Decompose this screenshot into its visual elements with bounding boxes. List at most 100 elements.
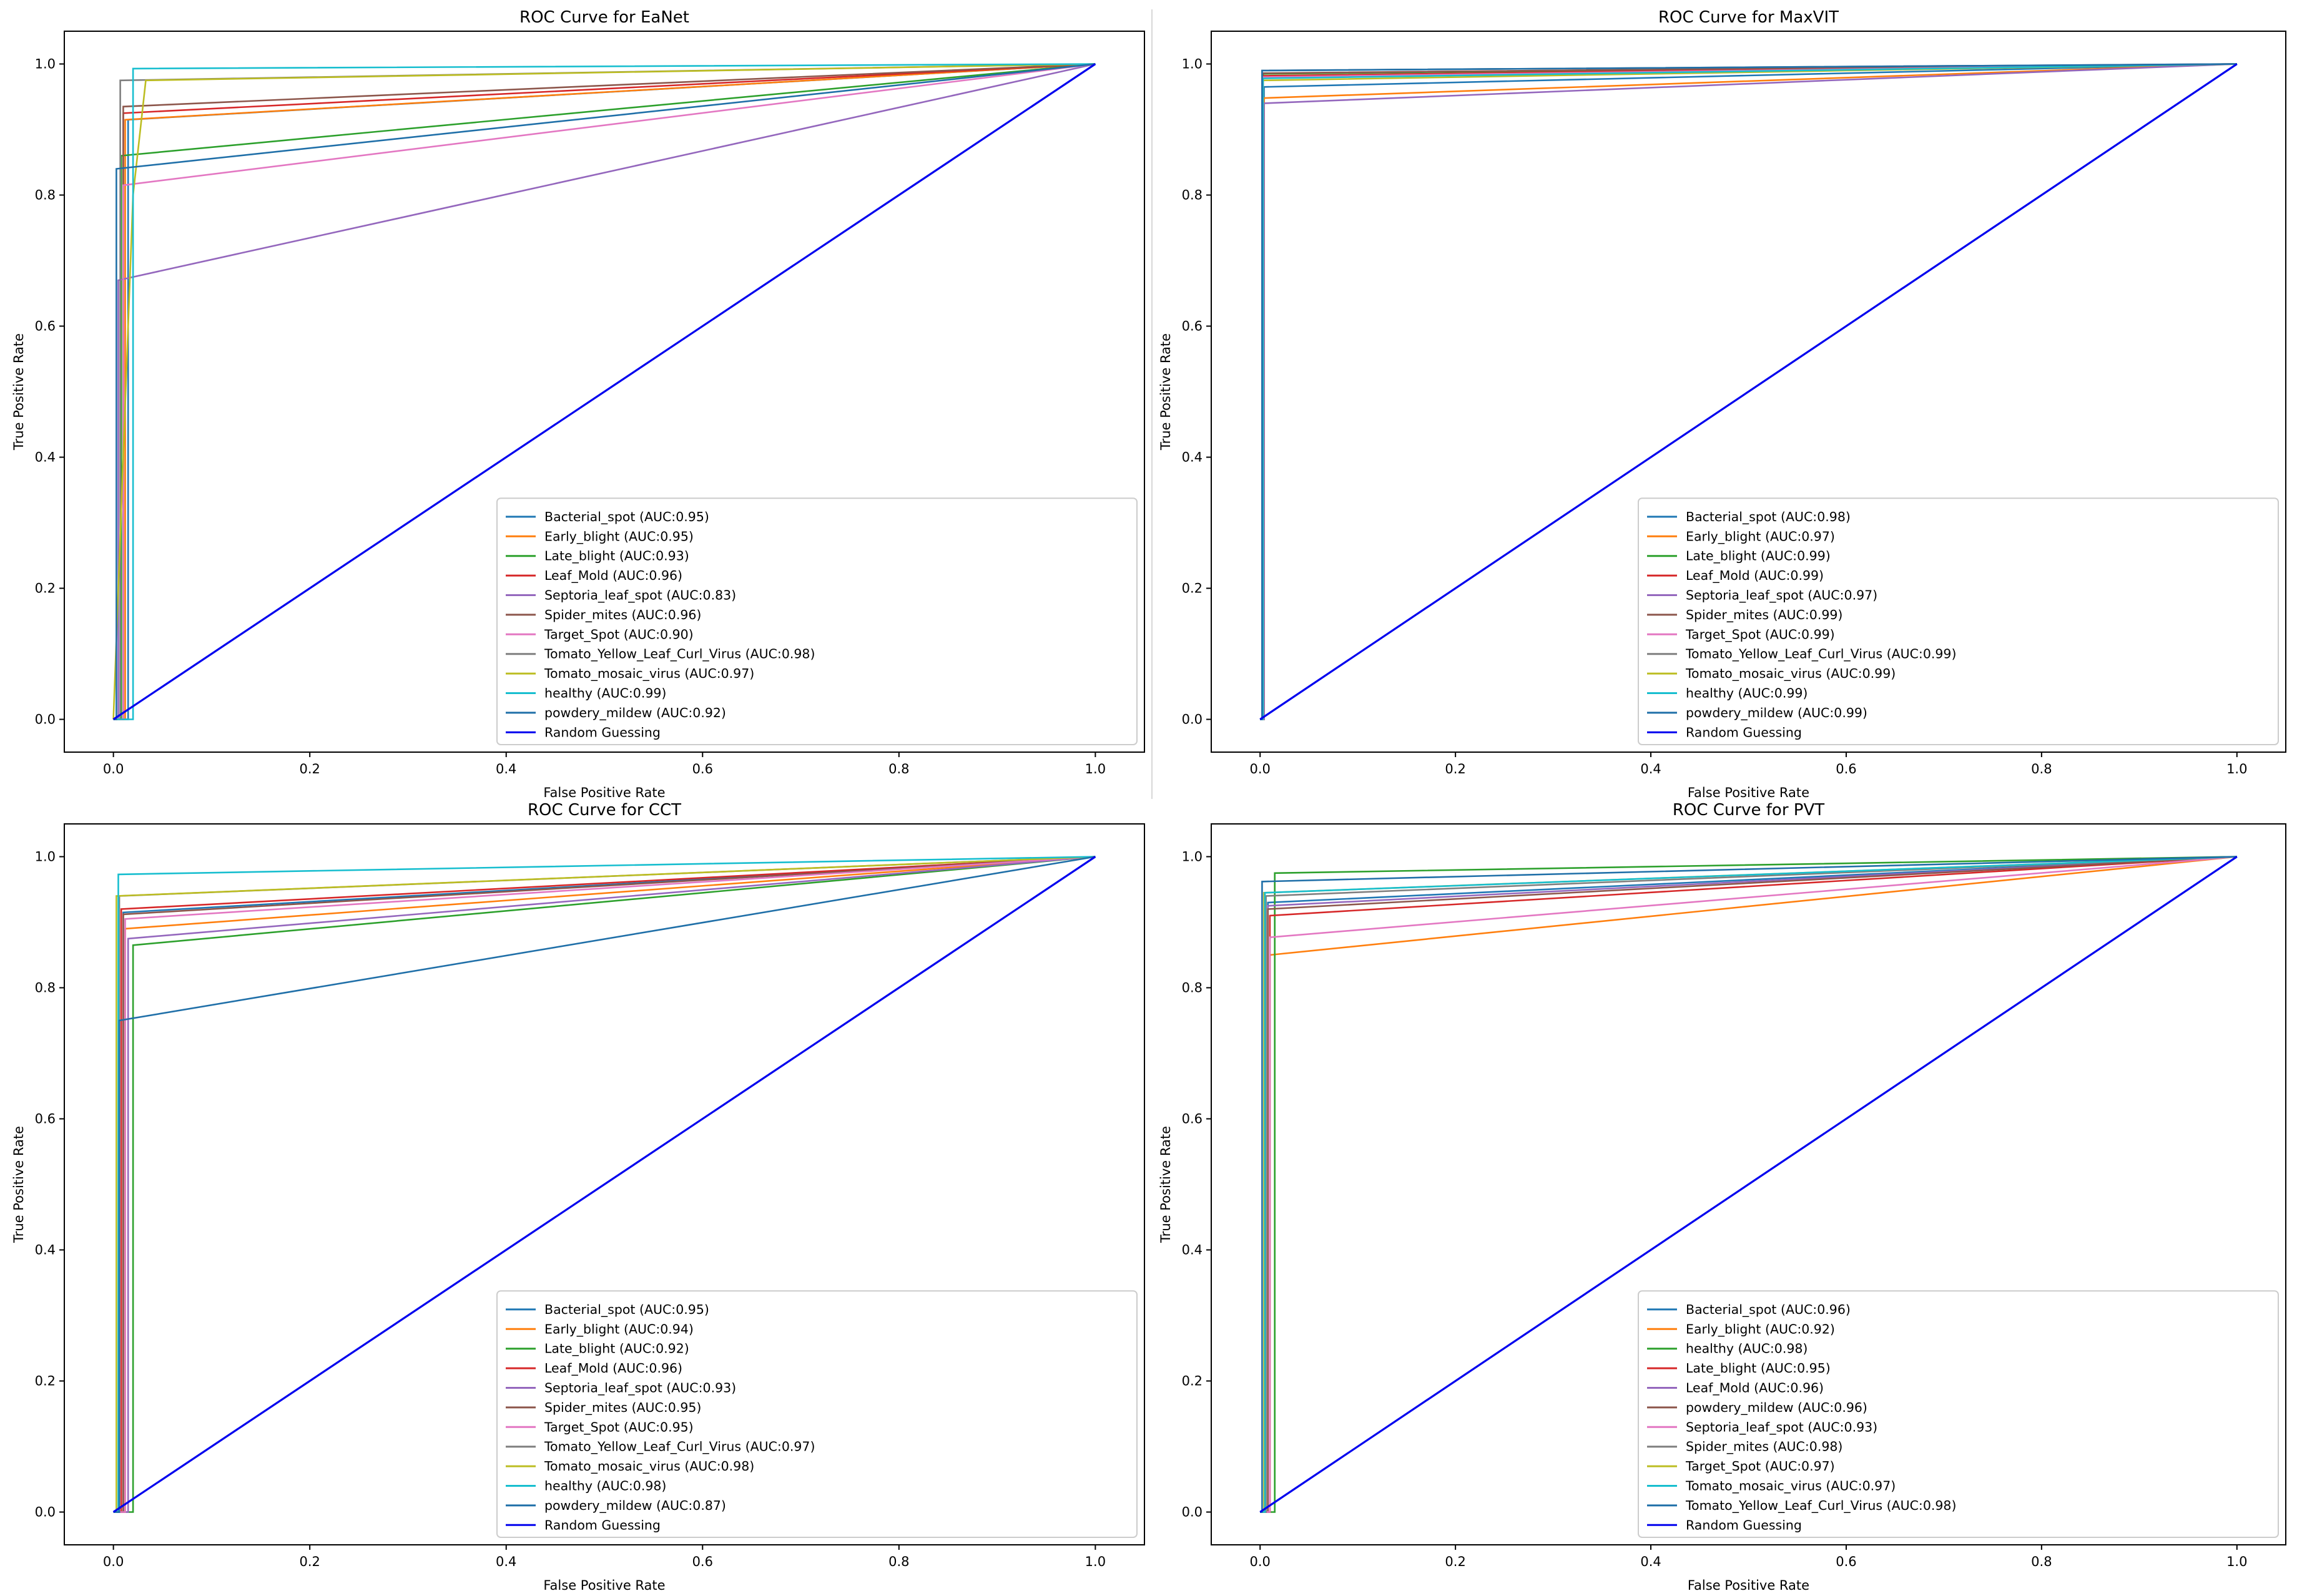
x-tick-label: 0.2	[1445, 761, 1465, 776]
x-tick-label: 0.6	[1836, 761, 1856, 776]
x-tick-label: 0.4	[496, 761, 516, 776]
legend-entry: powdery_mildew (AUC:0.87)	[544, 1498, 726, 1514]
y-tick-label: 0.8	[1182, 188, 1203, 203]
y-axis-label: True Positive Rate	[11, 1126, 26, 1243]
x-axis-label: False Positive Rate	[543, 1578, 665, 1593]
y-tick-label: 0.6	[35, 1112, 56, 1127]
y-tick-label: 0.2	[35, 581, 56, 596]
legend-box	[1638, 497, 2279, 745]
y-tick-label: 0.0	[1182, 712, 1203, 727]
legend-entry: healthy (AUC:0.98)	[1686, 1341, 1808, 1356]
legend-entry: Bacterial_spot (AUC:0.98)	[1686, 509, 1851, 525]
legend-entry: Early_blight (AUC:0.95)	[544, 529, 694, 544]
series-line-9	[113, 63, 1096, 720]
legend-entry: Early_blight (AUC:0.92)	[1686, 1321, 1835, 1337]
y-tick-label: 0.4	[35, 1243, 56, 1258]
legend-entry: Leaf_Mold (AUC:0.96)	[544, 1361, 682, 1376]
x-tick-label: 0.0	[103, 1554, 124, 1569]
chart-2: ROC Curve for CCT 0.0 0.2 0.4 0.6 0.8 1.0 0.0 0.…	[11, 801, 1145, 1593]
legend: Bacterial_spot (AUC:0.95) Early_blight (A…	[496, 497, 1138, 745]
legend-entry: Target_Spot (AUC:0.95)	[544, 1419, 694, 1435]
legend-entry: healthy (AUC:0.99)	[544, 686, 666, 701]
plot-frame	[64, 823, 1145, 1545]
y-axis-label: True Positive Rate	[1158, 1126, 1173, 1243]
x-tick-label: 1.0	[1085, 761, 1106, 776]
legend-entry: powdery_mildew (AUC:0.96)	[1686, 1400, 1867, 1416]
x-tick-label: 0.6	[692, 1554, 713, 1569]
chart-0: ROC Curve for EaNet 0.0 0.2 0.4 0.6 0.8 1.0 0.0…	[11, 8, 1145, 800]
series-line-11	[112, 856, 1096, 1513]
y-tick-label: 0.6	[1182, 1112, 1203, 1127]
legend-entry: Tomato_mosaic_virus (AUC:0.97)	[544, 666, 754, 682]
legend-entry: Random Guessing	[544, 1517, 661, 1532]
y-tick-label: 0.0	[35, 1505, 56, 1520]
legend: Bacterial_spot (AUC:0.95) Early_blight (A…	[496, 1290, 1138, 1538]
series-line-11	[1259, 63, 2238, 720]
x-tick-label: 0.0	[1250, 1554, 1271, 1569]
legend-entry: Tomato_Yellow_Leaf_Curl_Virus (AUC:0.99)	[1685, 647, 1956, 662]
x-tick-label: 0.4	[1640, 1554, 1661, 1569]
y-tick-label: 0.2	[1182, 581, 1203, 596]
legend-entry: Late_blight (AUC:0.99)	[1686, 549, 1831, 564]
legend-entry: Septoria_leaf_spot (AUC:0.93)	[1686, 1419, 1877, 1435]
y-tick-label: 0.4	[1182, 1243, 1203, 1258]
legend-entry: Spider_mites (AUC:0.99)	[1686, 607, 1842, 623]
legend-entry: Target_Spot (AUC:0.90)	[544, 627, 694, 642]
y-tick-label: 0.4	[35, 450, 56, 465]
legend-entry: powdery_mildew (AUC:0.99)	[1686, 705, 1867, 721]
x-axis-label: False Positive Rate	[1688, 785, 1809, 800]
chart-title: ROC Curve for PVT	[1673, 801, 1824, 820]
y-tick-label: 0.2	[35, 1374, 56, 1389]
series-line-8	[112, 63, 1096, 720]
x-tick-label: 0.2	[299, 1554, 320, 1569]
legend-entry: Spider_mites (AUC:0.95)	[544, 1400, 701, 1416]
legend-entry: healthy (AUC:0.98)	[544, 1479, 666, 1494]
legend: Bacterial_spot (AUC:0.98) Early_blight (A…	[1638, 497, 2279, 745]
x-tick-label: 0.8	[2031, 1554, 2052, 1569]
x-tick-label: 1.0	[1085, 1554, 1106, 1569]
x-axis-label: False Positive Rate	[543, 785, 665, 800]
x-tick-label: 0.2	[299, 761, 320, 776]
y-tick-label: 1.0	[1182, 849, 1203, 864]
legend-entry: Septoria_leaf_spot (AUC:0.93)	[544, 1381, 736, 1396]
legend-entry: Tomato_mosaic_virus (AUC:0.98)	[544, 1459, 754, 1474]
legend-entry: Spider_mites (AUC:0.96)	[544, 607, 701, 623]
y-tick-label: 0.0	[35, 712, 56, 727]
y-tick-label: 1.0	[1182, 57, 1203, 72]
series-line-10	[113, 856, 1096, 1513]
x-tick-label: 0.8	[2031, 761, 2052, 776]
legend-entry: healthy (AUC:0.99)	[1686, 686, 1808, 701]
legend-box	[496, 1290, 1138, 1538]
x-tick-label: 0.8	[888, 1554, 909, 1569]
chart-3: ROC Curve for PVT 0.0 0.2 0.4 0.6 0.8 1.0 0.0 0.…	[1158, 801, 2286, 1593]
x-tick-label: 0.8	[888, 761, 909, 776]
y-tick-label: 0.0	[1182, 1505, 1203, 1520]
plot-frame	[64, 31, 1145, 753]
chart-title: ROC Curve for CCT	[528, 801, 681, 820]
x-tick-label: 0.0	[103, 761, 124, 776]
x-tick-label: 1.0	[2226, 1554, 2247, 1569]
legend-entry: Leaf_Mold (AUC:0.96)	[544, 568, 682, 584]
legend-box	[496, 497, 1138, 745]
y-tick-label: 0.8	[35, 981, 56, 996]
series-line-11	[112, 63, 1096, 720]
legend-entry: Tomato_mosaic_virus (AUC:0.97)	[1685, 1479, 1896, 1494]
legend-entry: Septoria_leaf_spot (AUC:0.97)	[1686, 588, 1877, 604]
y-tick-label: 0.4	[1182, 450, 1203, 465]
y-tick-label: 1.0	[35, 57, 56, 72]
x-tick-label: 0.4	[1640, 761, 1661, 776]
legend-entry: Leaf_Mold (AUC:0.99)	[1686, 568, 1824, 584]
y-tick-label: 0.6	[1182, 319, 1203, 334]
x-axis-label: False Positive Rate	[1688, 1578, 1809, 1593]
legend-entry: Leaf_Mold (AUC:0.96)	[1686, 1381, 1824, 1396]
legend-entry: Septoria_leaf_spot (AUC:0.83)	[544, 588, 736, 604]
chart-1: ROC Curve for MaxVIT 0.0 0.2 0.4 0.6 0.8 1.0 0.…	[1158, 8, 2286, 800]
series-line-11	[1259, 856, 2238, 1513]
y-tick-label: 0.8	[1182, 981, 1203, 996]
x-tick-label: 0.2	[1445, 1554, 1465, 1569]
legend-entry: Late_blight (AUC:0.93)	[544, 549, 689, 564]
legend: Bacterial_spot (AUC:0.96) Early_blight (A…	[1638, 1290, 2279, 1538]
legend-entry: Tomato_mosaic_virus (AUC:0.99)	[1685, 666, 1896, 682]
legend-entry: Early_blight (AUC:0.94)	[544, 1321, 694, 1337]
